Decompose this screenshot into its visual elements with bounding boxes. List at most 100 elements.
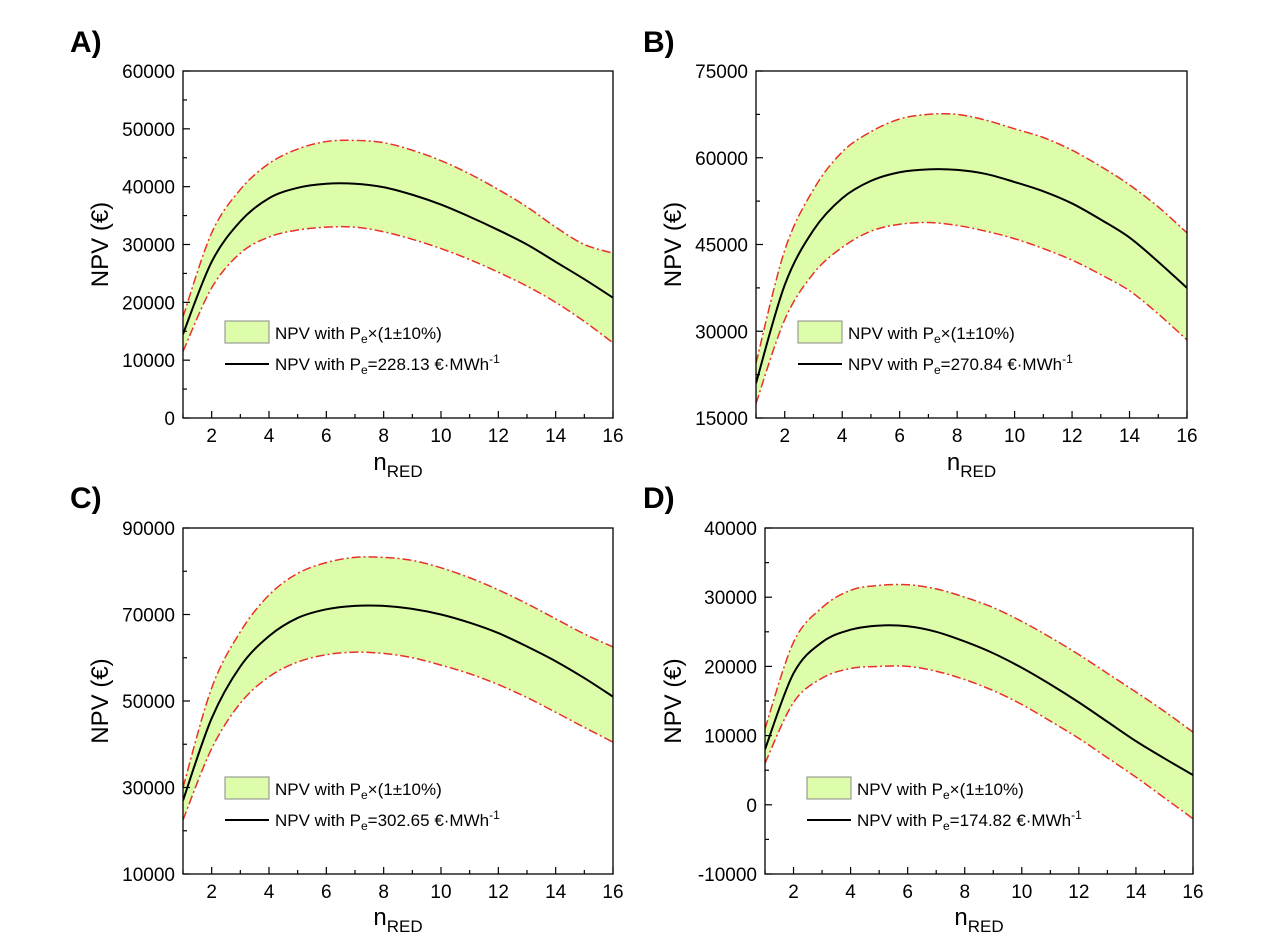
legend-band-sub: e (934, 332, 941, 346)
y-axis: -10000 0 10000 20000 30000 40000 (698, 519, 772, 886)
x-axis-title-sub: RED (387, 917, 423, 936)
legend-band-prefix: NPV with P (848, 324, 934, 343)
x-tick-label: 6 (902, 882, 913, 903)
x-tick-label: 8 (959, 882, 970, 903)
legend-line-value: =174.82 €·MWh (950, 811, 1071, 830)
x-tick-label: 14 (545, 426, 567, 447)
legend-line-sub: e (934, 363, 941, 377)
x-axis: 2 4 6 8 10 12 14 16 (764, 867, 1204, 903)
y-tick-label: 10000 (704, 727, 757, 748)
uncertainty-band (756, 113, 1187, 404)
legend-line-sup: -1 (1071, 808, 1082, 822)
x-tick-label: 8 (378, 882, 389, 903)
y-tick-label: 40000 (704, 519, 757, 540)
y-axis: 0 10000 20000 30000 40000 50000 60000 (122, 62, 190, 430)
x-tick-label: 4 (264, 426, 275, 447)
uncertainty-band (765, 584, 1193, 819)
legend: NPV with Pe×(1±10%)NPV with Pe=228.13 €·… (224, 320, 500, 377)
x-tick-label: 10 (430, 882, 451, 903)
y-tick-label: 75000 (695, 62, 748, 83)
y-tick-label: 50000 (122, 692, 175, 713)
legend-band-swatch (224, 320, 270, 344)
legend-band-suffix: ×(1±10%) (368, 780, 442, 799)
legend-band-swatch (224, 776, 270, 800)
x-tick-label: 12 (1068, 882, 1089, 903)
x-axis: 2 4 6 8 10 12 14 16 (182, 867, 624, 903)
y-tick-label: 0 (164, 409, 175, 430)
y-tick-label: 10000 (122, 865, 175, 886)
x-axis: 2 4 6 8 10 12 14 16 (755, 411, 1198, 447)
y-axis-title: NPV (€) (87, 202, 114, 287)
y-tick-label: 30000 (695, 322, 748, 343)
npv-line (183, 182, 613, 335)
x-axis-title: nRED (954, 904, 1003, 936)
legend-band-suffix: ×(1±10%) (368, 324, 442, 343)
y-tick-label: 40000 (122, 178, 175, 199)
y-axis-title: NPV (€) (660, 202, 687, 287)
npv-line (756, 168, 1187, 384)
x-tick-label: 14 (545, 882, 567, 903)
npv-line (765, 624, 1193, 776)
x-tick-label: 4 (837, 426, 848, 447)
x-tick-label: 10 (1011, 882, 1032, 903)
x-axis-title-sub: RED (968, 917, 1004, 936)
legend-band-label: NPV with Pe×(1±10%) (275, 780, 442, 802)
upper-bound-line (756, 112, 1187, 364)
legend-line-sup: -1 (489, 808, 500, 822)
x-tick-label: 12 (488, 882, 509, 903)
legend-line-prefix: NPV with P (275, 811, 361, 830)
y-tick-label: 60000 (122, 62, 175, 83)
uncertainty-band (183, 140, 613, 352)
upper-bound-line (183, 139, 613, 318)
y-tick-label: 70000 (122, 606, 175, 627)
x-tick-label: 14 (1125, 882, 1147, 903)
legend-band-label: NPV with Pe×(1±10%) (857, 780, 1024, 802)
x-tick-label: 10 (1004, 426, 1025, 447)
panel-label: A) (70, 26, 102, 59)
x-tick-label: 2 (779, 426, 790, 447)
legend-band-sub: e (361, 332, 368, 346)
legend-band-sub: e (943, 788, 950, 802)
chart-panel-4: 2 4 6 8 10 12 14 16 -10000 0 10000 20000 30000 40000 n… (643, 482, 1204, 936)
plot-area (183, 139, 613, 352)
x-tick-label: 2 (206, 426, 217, 447)
legend-band-swatch (806, 776, 852, 800)
panel-label: B) (643, 26, 675, 59)
legend: NPV with Pe×(1±10%)NPV with Pe=174.82 €·… (806, 776, 1082, 833)
upper-bound-line (183, 556, 613, 788)
y-axis: 15000 30000 45000 60000 75000 (695, 62, 763, 430)
legend-band-swatch (797, 320, 843, 344)
y-tick-label: 90000 (122, 519, 175, 540)
legend: NPV with Pe×(1±10%)NPV with Pe=270.84 €·… (797, 320, 1073, 377)
plot-area (183, 556, 613, 821)
legend-line-sub: e (943, 819, 950, 833)
x-axis-title: nRED (373, 904, 422, 936)
y-tick-label: 30000 (704, 588, 757, 609)
y-tick-label: -10000 (698, 865, 757, 886)
legend-line-sub: e (361, 363, 368, 377)
y-tick-label: 45000 (695, 236, 748, 257)
chart-panel-1: 2 4 6 8 10 12 14 16 0 10000 20000 30000 40000 50000 60… (70, 26, 624, 481)
x-tick-label: 6 (321, 882, 332, 903)
x-tick-label: 14 (1119, 426, 1141, 447)
x-axis-title-sub: RED (387, 462, 423, 481)
y-tick-label: 10000 (122, 351, 175, 372)
x-tick-label: 12 (1061, 426, 1082, 447)
x-tick-label: 8 (952, 426, 963, 447)
legend-line-prefix: NPV with P (275, 355, 361, 374)
legend-line-sup: -1 (489, 352, 500, 366)
panel-label: D) (643, 482, 675, 515)
legend-band-prefix: NPV with P (857, 780, 943, 799)
y-axis: 10000 30000 50000 70000 90000 (122, 519, 190, 886)
legend-line-label: NPV with Pe=302.65 €·MWh-1 (275, 808, 500, 833)
y-tick-label: 30000 (122, 779, 175, 800)
legend: NPV with Pe×(1±10%) NPV with Pe=302.65 €·… (224, 776, 500, 833)
x-tick-label: 16 (1176, 426, 1197, 447)
npv-line (183, 604, 613, 801)
legend-line-value: =302.65 €·MWh (368, 811, 489, 830)
x-axis-title: nRED (373, 449, 422, 481)
legend-band-label: NPV with Pe×(1±10%) (275, 324, 442, 346)
legend-line-prefix: NPV with P (857, 811, 943, 830)
